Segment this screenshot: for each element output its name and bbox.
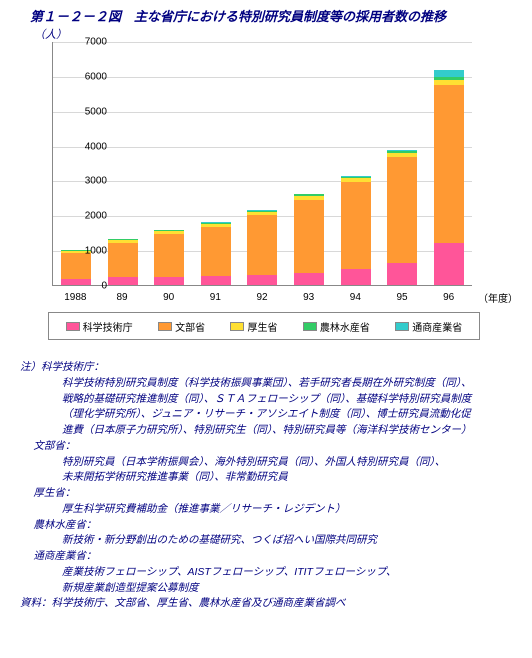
bar-segment	[434, 70, 464, 77]
x-tick-label: 93	[294, 292, 324, 303]
bar-segment	[434, 85, 464, 244]
legend-item: 科学技術庁	[66, 319, 133, 334]
legend-label: 文部省	[175, 319, 205, 334]
bar-group	[294, 194, 324, 285]
bar-group	[341, 176, 371, 285]
legend-label: 厚生省	[247, 319, 277, 334]
bars-container	[53, 42, 472, 285]
bar-group	[108, 239, 138, 285]
bar-segment	[154, 234, 184, 277]
legend-item: 文部省	[158, 319, 205, 334]
x-tick-label: 90	[154, 292, 184, 303]
legend: 科学技術庁 文部省 厚生省 農林水産省 通商産業省	[48, 312, 480, 340]
note-line: 農林水産省：	[20, 518, 515, 534]
note-line: 特別研究員（日本学術振興会）、海外特別研究員（同）、外国人特別研究員（同）、	[20, 455, 515, 471]
y-tick-label: 4000	[85, 141, 107, 152]
legend-item: 農林水産省	[303, 319, 370, 334]
bar-segment	[387, 263, 417, 285]
note-line: 科学技術特別研究員制度（科学技術振興事業団）、若手研究者長期在外研究制度（同）、	[20, 376, 515, 392]
bar-segment	[341, 182, 371, 269]
bar-segment	[341, 269, 371, 285]
y-tick-label: 3000	[85, 176, 107, 187]
note-line: 戦略的基礎研究推進制度（同）、ＳＴＡフェローシップ（同）、基礎科学特別研究員制度	[20, 392, 515, 408]
legend-label: 農林水産省	[320, 319, 370, 334]
note-line: 注）科学技術庁：	[20, 360, 515, 376]
y-tick-label: 5000	[85, 106, 107, 117]
x-tick-label: 94	[340, 292, 370, 303]
bar-segment	[247, 275, 277, 285]
note-line: 進費（日本原子力研究所）、特別研究生（同）、特別研究員等（海洋科学技術センター）	[20, 423, 515, 439]
bar-segment	[108, 277, 138, 285]
legend-item: 厚生省	[230, 319, 277, 334]
y-axis-unit: （人）	[34, 26, 67, 42]
bar-segment	[61, 279, 91, 285]
bar-group	[434, 70, 464, 285]
note-line: 資料：科学技術庁、文部省、厚生省、農林水産省及び通商産業省調べ	[20, 596, 515, 612]
x-tick-label: 89	[107, 292, 137, 303]
bar-segment	[201, 227, 231, 276]
y-tick-label: 6000	[85, 71, 107, 82]
bar-group	[154, 230, 184, 285]
x-tick-label: 95	[387, 292, 417, 303]
x-tick-label: 92	[247, 292, 277, 303]
bar-segment	[387, 157, 417, 263]
bar-segment	[154, 277, 184, 285]
bar-segment	[201, 276, 231, 285]
note-line: （理化学研究所）、ジュニア・リサーチ・アソシエイト制度（同）、博士研究員流動化促	[20, 407, 515, 423]
note-line: 新技術・新分野創出のための基礎研究、つくば招へい国際共同研究	[20, 533, 515, 549]
chart-plot-area	[52, 42, 472, 286]
legend-item: 通商産業省	[395, 319, 462, 334]
note-line: 産業技術フェローシップ、AISTフェローシップ、ITITフェローシップ、	[20, 565, 515, 581]
bar-segment	[294, 273, 324, 285]
x-tick-label: 1988	[60, 292, 90, 303]
note-line: 新規産業創造型提案公募制度	[20, 581, 515, 597]
y-tick-label: 2000	[85, 211, 107, 222]
bar-segment	[434, 243, 464, 285]
y-tick-label: 7000	[85, 37, 107, 48]
bar-segment	[247, 215, 277, 274]
legend-swatch	[395, 322, 409, 331]
x-axis-label: （年度）	[478, 290, 518, 305]
legend-label: 通商産業省	[412, 319, 462, 334]
note-line: 通商産業省：	[20, 549, 515, 565]
bar-group	[201, 222, 231, 285]
y-tick-label: 0	[101, 281, 107, 292]
bar-segment	[108, 243, 138, 278]
legend-swatch	[230, 322, 244, 331]
footnotes: 注）科学技術庁：科学技術特別研究員制度（科学技術振興事業団）、若手研究者長期在外…	[20, 360, 515, 612]
chart-title: 第１－２－２図 主な省庁における特別研究員制度等の採用者数の推移	[30, 6, 446, 25]
bar-group	[387, 150, 417, 285]
bar-group	[247, 210, 277, 285]
legend-swatch	[158, 322, 172, 331]
note-line: 厚生省：	[20, 486, 515, 502]
x-tick-label: 96	[434, 292, 464, 303]
y-tick-label: 1000	[85, 246, 107, 257]
legend-label: 科学技術庁	[83, 319, 133, 334]
x-tick-label: 91	[200, 292, 230, 303]
note-line: 厚生科学研究費補助金（推進事業／リサーチ・レジデント）	[20, 502, 515, 518]
bar-segment	[294, 200, 324, 273]
legend-swatch	[66, 322, 80, 331]
note-line: 文部省：	[20, 439, 515, 455]
note-line: 未来開拓学術研究推進事業（同）、非常勤研究員	[20, 470, 515, 486]
legend-swatch	[303, 322, 317, 331]
